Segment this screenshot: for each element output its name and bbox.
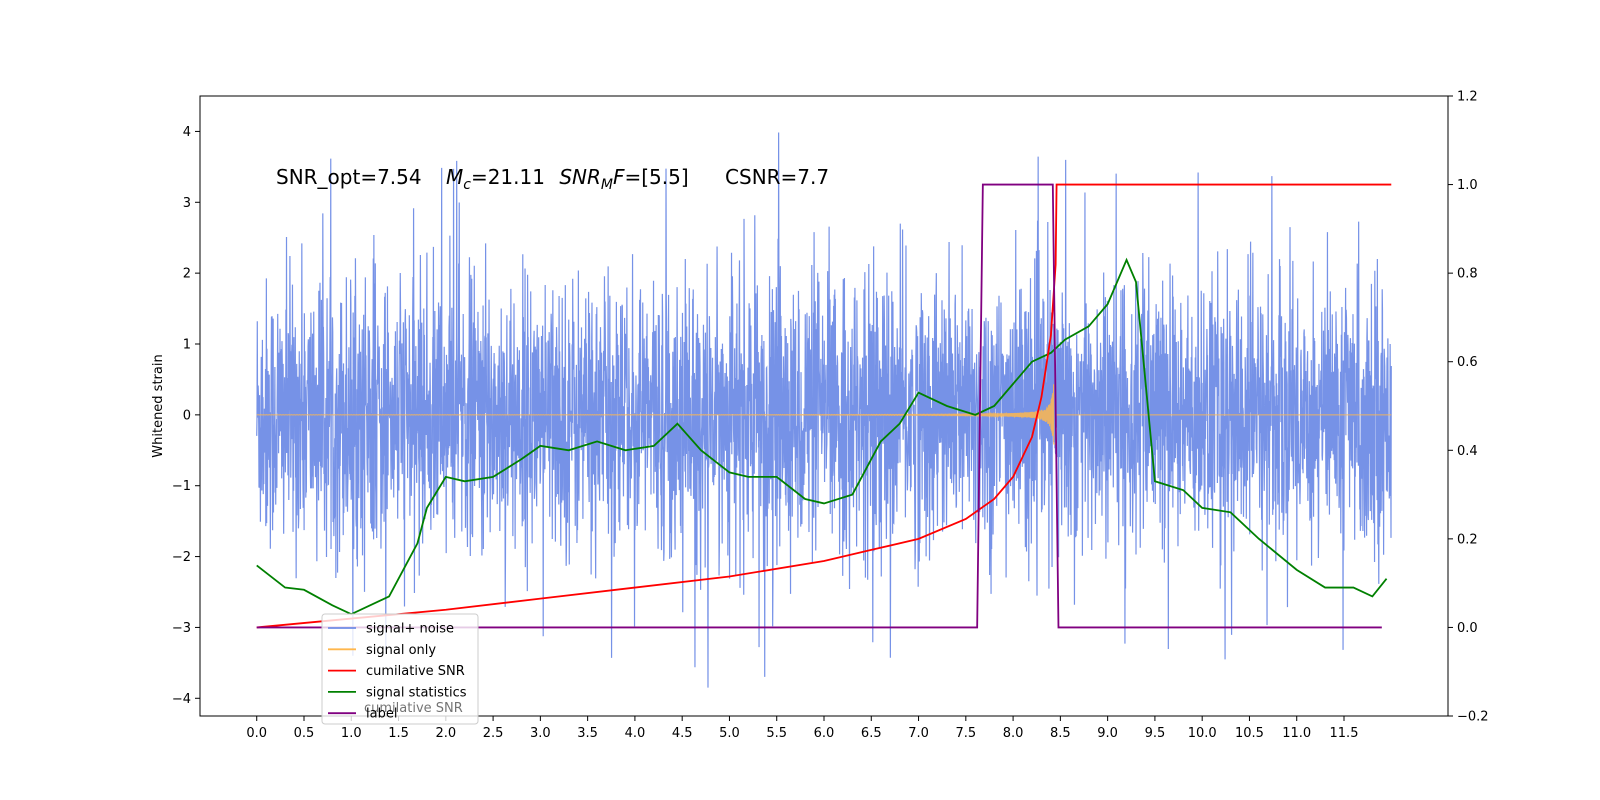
- legend-entry-label: signal statistics: [366, 685, 467, 700]
- annotation-snrmf-sub: M: [601, 177, 613, 193]
- y-left-tick-label: 1: [183, 338, 191, 353]
- x-tick-label: 9.5: [1145, 726, 1166, 741]
- series-signal-only-line: [256, 384, 1392, 445]
- x-tick-label: 10.0: [1188, 726, 1217, 741]
- y-left-tick-label: −4: [172, 692, 191, 707]
- x-tick-label: 5.5: [766, 726, 787, 741]
- legend-ghost-entry: cumilative SNR: [364, 701, 463, 716]
- chart-annotation: SNR_opt=7.54 Mc=21.11 SNRMF=[5.5] CSNR=7…: [276, 165, 829, 193]
- x-tick-label: 1.5: [388, 726, 409, 741]
- y-right-tick-label: 0.6: [1457, 355, 1478, 370]
- x-tick-label: 10.5: [1235, 726, 1264, 741]
- legend-entry-label: label: [366, 707, 397, 722]
- y-axis-left: 4 3 2 1 0 −1 −2 −3 −4: [172, 125, 200, 707]
- series-signal-statistics-line: [256, 257, 1388, 616]
- y-left-tick-label: −3: [172, 621, 191, 636]
- legend: cumilative SNR signal+ noise signal only c…: [321, 613, 479, 725]
- y-left-tick-label: 2: [183, 267, 191, 282]
- legend-entry-label: signal+ noise: [366, 622, 454, 637]
- annotation-snr-opt: SNR_opt=7.54: [276, 165, 422, 189]
- x-tick-label: 3.0: [530, 726, 551, 741]
- x-tick-label: 6.5: [861, 726, 882, 741]
- x-tick-label: 6.0: [814, 726, 835, 741]
- x-tick-label: 4.5: [672, 726, 693, 741]
- y-right-tick-label: −0.2: [1457, 710, 1489, 725]
- x-tick-label: 3.5: [577, 726, 598, 741]
- legend-entry-label: cumilative SNR: [366, 664, 465, 679]
- y-right-tick-label: 0.8: [1457, 267, 1478, 282]
- annotation-mc-sub: c: [463, 177, 471, 193]
- y-left-tick-label: 0: [183, 408, 191, 423]
- x-tick-label: 7.5: [955, 726, 976, 741]
- x-tick-label: 0.0: [246, 726, 267, 741]
- annotation-snrmf-symbol: SNR: [559, 165, 601, 189]
- y-right-tick-label: 0.2: [1457, 532, 1478, 547]
- x-tick-label: 8.0: [1003, 726, 1024, 741]
- y-right-tick-label: 0.4: [1457, 444, 1478, 459]
- x-tick-label: 8.5: [1050, 726, 1071, 741]
- y-right-tick-label: 1.0: [1457, 178, 1478, 193]
- x-tick-label: 2.0: [435, 726, 456, 741]
- x-axis: 0.0 0.5 1.0 1.5 2.0 2.5 3.0 3.5 4.0 4.5 5.0 5.5 6.0 6…: [246, 716, 1358, 741]
- x-tick-label: 0.5: [294, 726, 315, 741]
- y-axis-right: 1.2 1.0 0.8 0.6 0.4 0.2 0.0 −0.2: [1448, 90, 1489, 725]
- legend-entry-label: signal only: [366, 643, 436, 658]
- y-left-tick-label: 3: [183, 196, 191, 211]
- y-left-tick-label: −2: [172, 550, 191, 565]
- x-tick-label: 5.0: [719, 726, 740, 741]
- x-tick-label: 11.0: [1282, 726, 1311, 741]
- x-tick-label: 1.0: [341, 726, 362, 741]
- annotation-mc-symbol: M: [446, 165, 463, 189]
- x-tick-label: 11.5: [1330, 726, 1359, 741]
- series-cumulative-snr-line: [256, 183, 1392, 629]
- legend-box: [321, 613, 479, 725]
- y-right-tick-label: 1.2: [1457, 90, 1478, 105]
- y-left-tick-label: −1: [172, 479, 191, 494]
- x-tick-label: 9.0: [1097, 726, 1118, 741]
- x-tick-label: 2.5: [483, 726, 504, 741]
- y-left-tick-label: 4: [183, 125, 191, 140]
- x-tick-label: 7.0: [908, 726, 929, 741]
- x-tick-label: 4.0: [625, 726, 646, 741]
- annotation-mc-value: =21.11: [471, 165, 545, 189]
- series-signal-noise-line: [256, 132, 1392, 688]
- annotation-csnr: CSNR=7.7: [725, 165, 829, 189]
- y-axis-label: Whitened strain: [151, 354, 166, 457]
- y-right-tick-label: 0.0: [1457, 621, 1478, 636]
- series-label-line: [256, 183, 1382, 629]
- annotation-snrmf-mid: F: [613, 165, 625, 189]
- annotation-snrmf-value: =[5.5]: [625, 165, 689, 189]
